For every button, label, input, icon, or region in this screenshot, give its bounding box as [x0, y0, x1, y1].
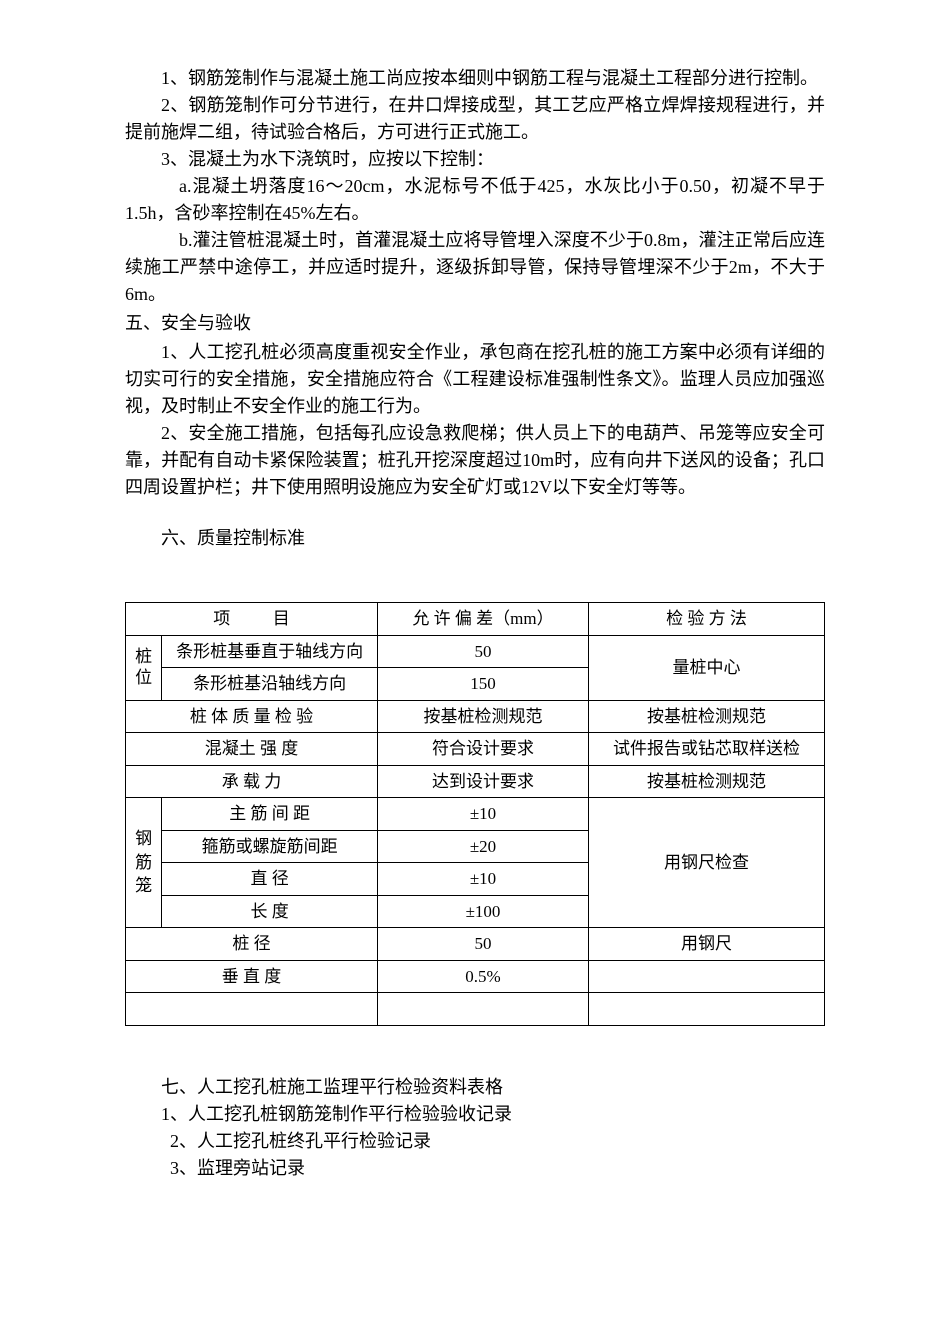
cell-item: 箍筋或螺旋筋间距 — [162, 830, 378, 863]
cell-item: 桩 体 质 量 检 验 — [126, 700, 378, 733]
section-6-title: 六、质量控制标准 — [125, 525, 825, 552]
quality-control-table-wrapper: 项 目 允 许 偏 差（mm） 检 验 方 法 桩位 条形桩基垂直于轴线方向 5… — [125, 602, 825, 1026]
cell-item: 直 径 — [162, 863, 378, 896]
paragraph-1: 1、钢筋笼制作与混凝土施工尚应按本细则中钢筋工程与混凝土工程部分进行控制。 — [125, 65, 825, 92]
cell-tolerance: 达到设计要求 — [378, 765, 589, 798]
table-row-empty — [126, 993, 825, 1026]
rebar-cage-label: 钢筋笼 — [126, 798, 162, 928]
cell-empty — [126, 993, 378, 1026]
paragraph-4: a.混凝土坍落度16～20cm，水泥标号不低于425，水灰比小于0.50，初凝不… — [125, 173, 825, 227]
cell-tolerance: ±10 — [378, 863, 589, 896]
section-7-item-3: 3、监理旁站记录 — [125, 1155, 825, 1182]
section-7-title: 七、人工挖孔桩施工监理平行检验资料表格 — [125, 1074, 825, 1101]
cell-item: 垂 直 度 — [126, 960, 378, 993]
cell-item: 条形桩基沿轴线方向 — [162, 668, 378, 701]
cell-item: 条形桩基垂直于轴线方向 — [162, 635, 378, 668]
cell-tolerance: 150 — [378, 668, 589, 701]
cell-tolerance: ±10 — [378, 798, 589, 831]
header-tolerance: 允 许 偏 差（mm） — [378, 603, 589, 636]
cell-empty — [378, 993, 589, 1026]
cell-method: 量桩中心 — [588, 635, 824, 700]
header-item-text2: 目 — [273, 609, 290, 628]
table-row: 桩位 条形桩基垂直于轴线方向 50 量桩中心 — [126, 635, 825, 668]
cell-item: 长 度 — [162, 895, 378, 928]
cell-empty — [588, 993, 824, 1026]
pile-position-label: 桩位 — [126, 635, 162, 700]
paragraph-3: 3、混凝土为水下浇筑时，应按以下控制： — [125, 146, 825, 173]
cell-method: 用钢尺 — [588, 928, 824, 961]
table-header-row: 项 目 允 许 偏 差（mm） 检 验 方 法 — [126, 603, 825, 636]
section-5-title: 五、安全与验收 — [125, 310, 825, 337]
header-method: 检 验 方 法 — [588, 603, 824, 636]
cell-tolerance: 0.5% — [378, 960, 589, 993]
cell-method — [588, 960, 824, 993]
table-row: 混凝土 强 度 符合设计要求 试件报告或钻芯取样送检 — [126, 733, 825, 766]
header-item: 项 目 — [126, 603, 378, 636]
section-7-item-1: 1、人工挖孔桩钢筋笼制作平行检验验收记录 — [125, 1101, 825, 1128]
cell-item: 混凝土 强 度 — [126, 733, 378, 766]
cell-tolerance: ±100 — [378, 895, 589, 928]
header-item-text1: 项 — [213, 609, 230, 628]
cell-item: 主 筋 间 距 — [162, 798, 378, 831]
cell-tolerance: ±20 — [378, 830, 589, 863]
cell-item: 桩 径 — [126, 928, 378, 961]
paragraph-2: 2、钢筋笼制作可分节进行，在井口焊接成型，其工艺应严格立焊焊接规程进行，并提前施… — [125, 92, 825, 146]
cell-method: 试件报告或钻芯取样送检 — [588, 733, 824, 766]
cell-method: 按基桩检测规范 — [588, 700, 824, 733]
paragraph-6: 1、人工挖孔桩必须高度重视安全作业，承包商在挖孔桩的施工方案中必须有详细的切实可… — [125, 339, 825, 420]
cell-tolerance: 50 — [378, 635, 589, 668]
table-row: 钢筋笼 主 筋 间 距 ±10 用钢尺检查 — [126, 798, 825, 831]
quality-control-table: 项 目 允 许 偏 差（mm） 检 验 方 法 桩位 条形桩基垂直于轴线方向 5… — [125, 602, 825, 1026]
cell-item: 承 载 力 — [126, 765, 378, 798]
table-row: 垂 直 度 0.5% — [126, 960, 825, 993]
table-row: 桩 径 50 用钢尺 — [126, 928, 825, 961]
section-7-area: 七、人工挖孔桩施工监理平行检验资料表格 1、人工挖孔桩钢筋笼制作平行检验验收记录… — [125, 1074, 825, 1182]
cell-tolerance: 按基桩检测规范 — [378, 700, 589, 733]
paragraph-7: 2、安全施工措施，包括每孔应设急救爬梯；供人员上下的电葫芦、吊笼等应安全可靠，并… — [125, 420, 825, 501]
cell-method: 按基桩检测规范 — [588, 765, 824, 798]
section-7-item-2: 2、人工挖孔桩终孔平行检验记录 — [125, 1128, 825, 1155]
paragraph-5: b.灌注管桩混凝土时，首灌混凝土应将导管埋入深度不少于0.8m，灌注正常后应连续… — [125, 227, 825, 308]
cell-tolerance: 符合设计要求 — [378, 733, 589, 766]
cell-tolerance: 50 — [378, 928, 589, 961]
table-row: 承 载 力 达到设计要求 按基桩检测规范 — [126, 765, 825, 798]
table-row: 桩 体 质 量 检 验 按基桩检测规范 按基桩检测规范 — [126, 700, 825, 733]
cell-method: 用钢尺检查 — [588, 798, 824, 928]
